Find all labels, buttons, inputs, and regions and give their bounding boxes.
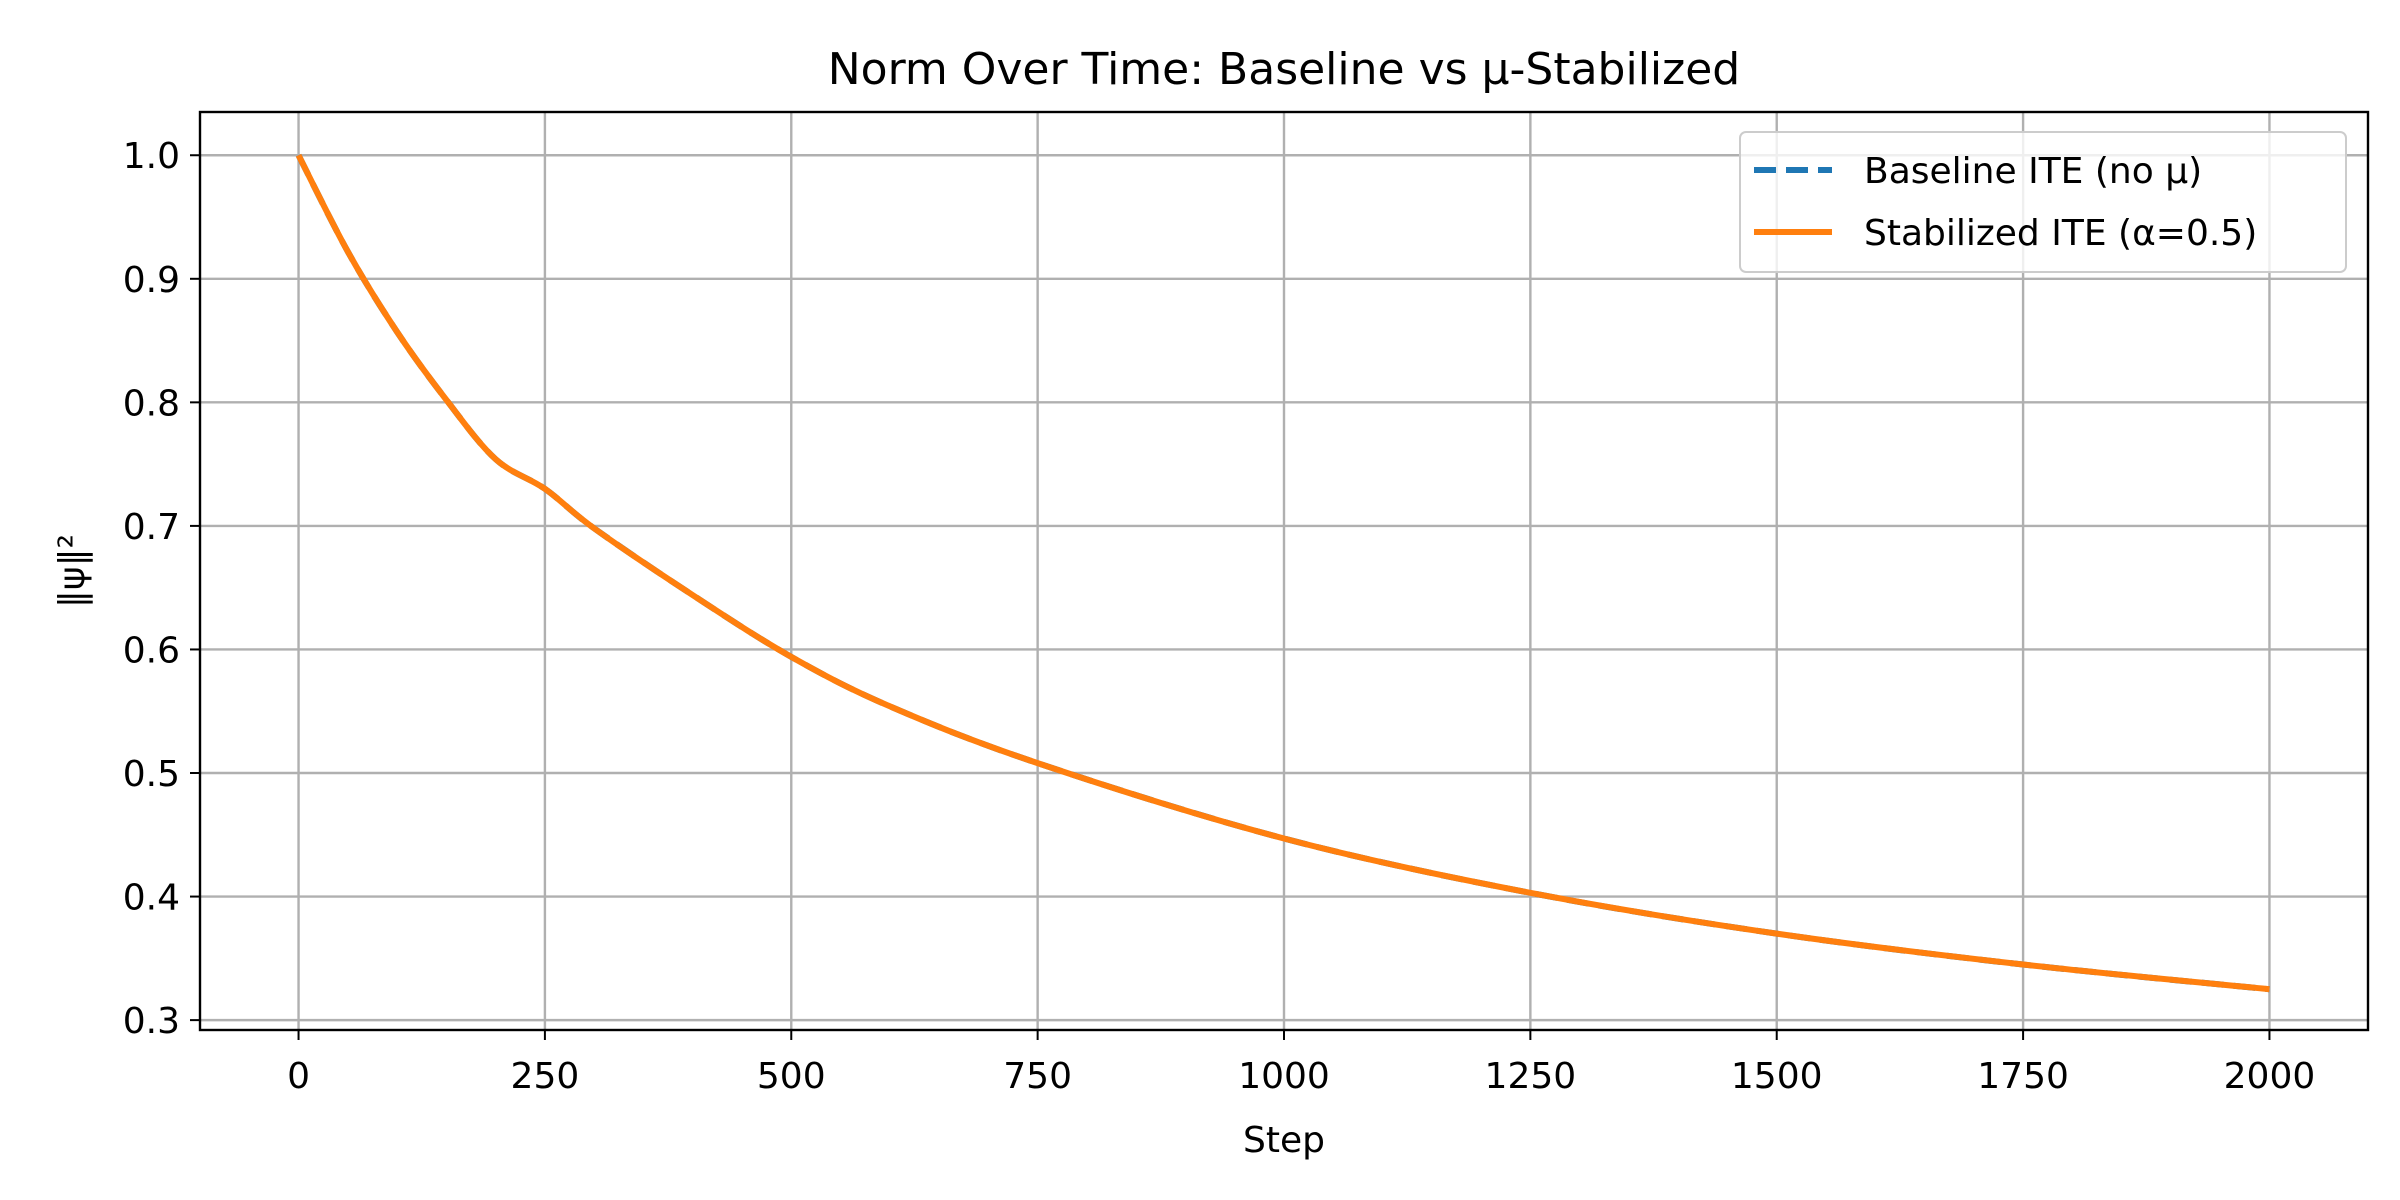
series-lines bbox=[295, 153, 2270, 993]
chart-title: Norm Over Time: Baseline vs μ-Stabilized bbox=[828, 44, 1741, 95]
y-tick-label: 0.6 bbox=[123, 630, 180, 671]
legend-box bbox=[1739, 131, 2347, 273]
y-tick-label: 0.8 bbox=[123, 383, 180, 424]
legend-label-stabilized: Stabilized ITE (α=0.5) bbox=[1864, 213, 2257, 254]
y-tick-label: 0.3 bbox=[123, 1001, 180, 1042]
legend-label-baseline: Baseline ITE (no μ) bbox=[1864, 151, 2202, 192]
x-tick-label: 750 bbox=[1003, 1056, 1072, 1097]
y-tick-label: 0.7 bbox=[123, 507, 180, 548]
legend: Baseline ITE (no μ) Stabilized ITE (α=0.… bbox=[1739, 131, 2347, 273]
y-axis-label: ‖ψ‖² bbox=[52, 534, 93, 608]
x-axis-label: Step bbox=[1243, 1120, 1325, 1161]
x-tick-label: 1000 bbox=[1238, 1056, 1330, 1097]
series-line-stabilized bbox=[295, 153, 2270, 993]
axis-ticks: 0 250 500 750 1000 1250 1500 1750 2000 0.3 0.4 0.5 0… bbox=[123, 136, 2316, 1097]
x-tick-label: 250 bbox=[511, 1056, 580, 1097]
x-tick-label: 500 bbox=[757, 1056, 826, 1097]
x-tick-label: 1250 bbox=[1485, 1056, 1577, 1097]
x-tick-label: 1500 bbox=[1731, 1056, 1823, 1097]
x-tick-label: 1750 bbox=[1977, 1056, 2069, 1097]
grid bbox=[200, 112, 2368, 1030]
y-tick-label: 1.0 bbox=[123, 136, 180, 177]
y-tick-label: 0.5 bbox=[123, 754, 180, 795]
x-tick-label: 2000 bbox=[2224, 1056, 2316, 1097]
y-tick-label: 0.4 bbox=[123, 878, 180, 919]
x-tick-label: 0 bbox=[287, 1056, 310, 1097]
y-tick-label: 0.9 bbox=[123, 260, 180, 301]
